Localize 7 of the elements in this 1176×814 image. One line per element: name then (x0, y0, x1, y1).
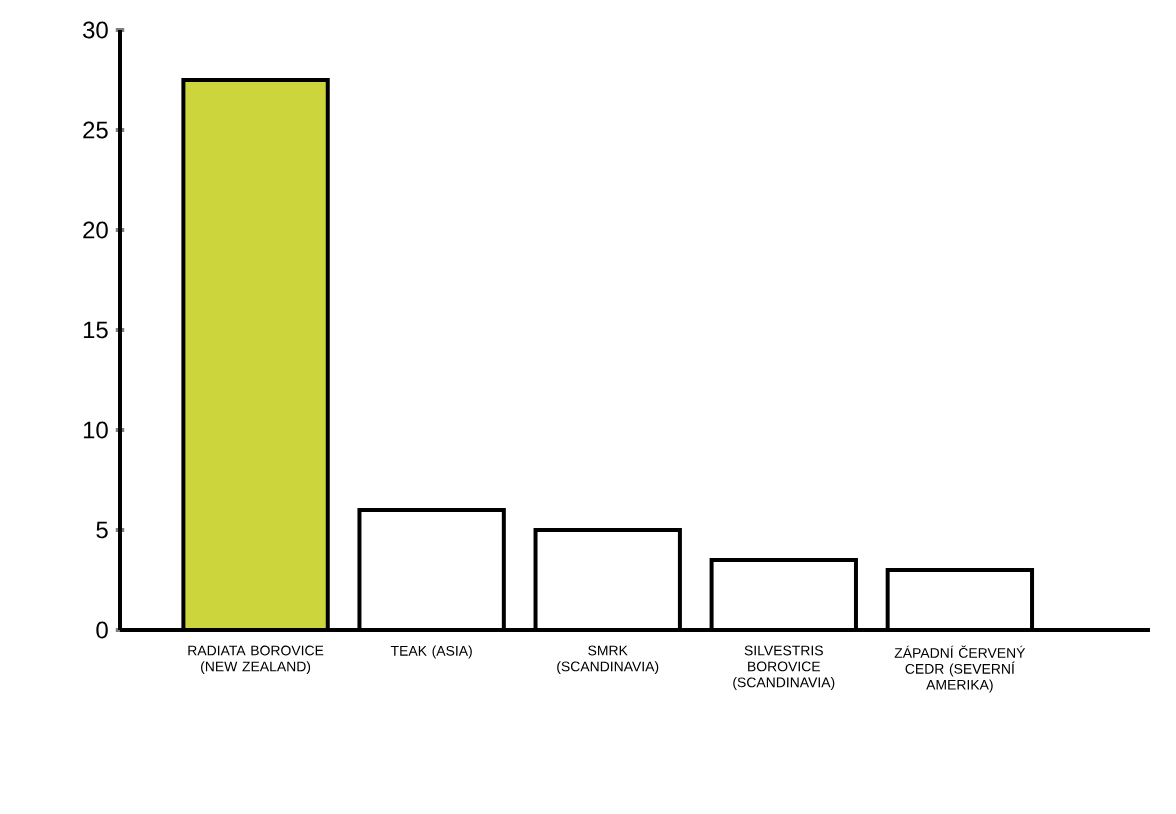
y-tick-label: 15 (83, 321, 108, 339)
y-tick-label: 5 (96, 521, 108, 539)
y-tick-label: 0 (96, 621, 108, 639)
y-tick-label: 25 (83, 121, 108, 139)
y-tick-label: 20 (83, 221, 108, 239)
y-tick-label: 30 (83, 21, 108, 39)
y-tick-label: 10 (83, 421, 108, 439)
